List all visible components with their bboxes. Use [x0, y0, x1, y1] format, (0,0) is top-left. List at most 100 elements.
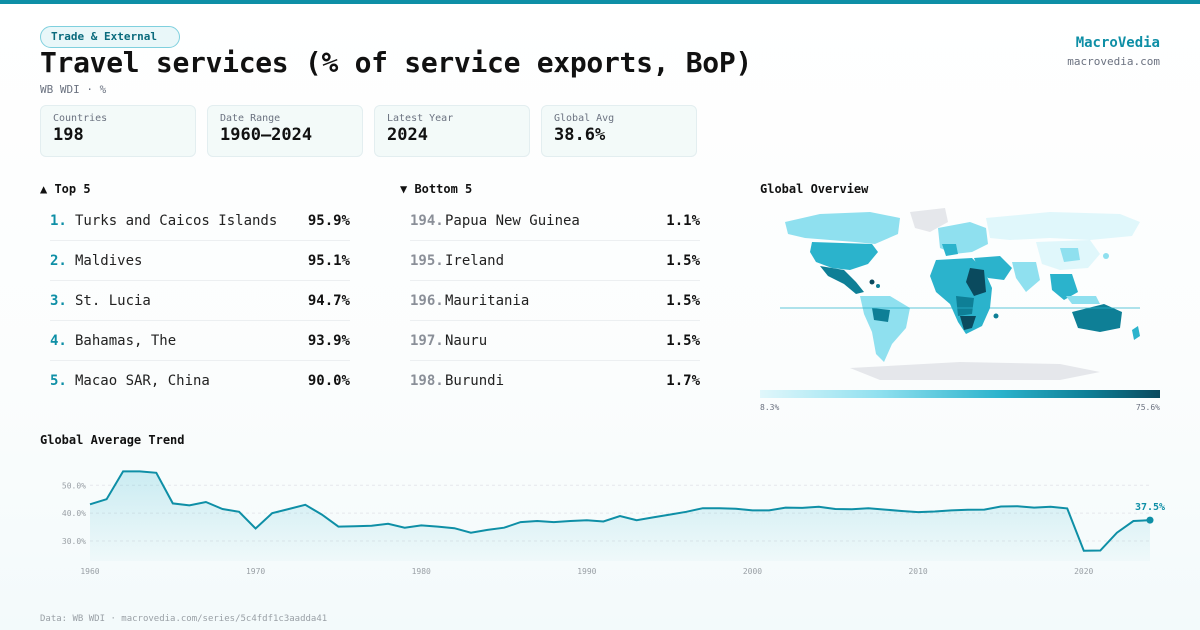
trend-data-point[interactable]	[319, 512, 324, 517]
trend-data-point[interactable]	[535, 518, 540, 523]
trend-data-point[interactable]	[899, 508, 904, 513]
map-region-south-asia[interactable]	[1012, 262, 1040, 292]
trend-data-point[interactable]	[286, 507, 291, 512]
trend-data-point[interactable]	[750, 508, 755, 513]
trend-data-point[interactable]	[965, 507, 970, 512]
trend-data-point[interactable]	[866, 506, 871, 511]
trend-data-point[interactable]	[1131, 518, 1136, 523]
map-region-central-africa[interactable]	[956, 296, 974, 316]
list-item[interactable]: 4. Bahamas, The 93.9%	[50, 321, 350, 361]
trend-data-point[interactable]	[618, 513, 623, 518]
map-region-caribbean[interactable]	[869, 279, 875, 285]
trend-data-point[interactable]	[170, 501, 175, 506]
map-region-central-america[interactable]	[820, 266, 864, 294]
global-average-trend-chart[interactable]: 30.0% 40.0% 50.0% 1960 1970 1980 1990 2000 2010…	[40, 455, 1170, 580]
trend-data-point[interactable]	[369, 523, 374, 528]
map-region-russia[interactable]	[986, 212, 1140, 240]
map-region-southeast-asia[interactable]	[1050, 274, 1078, 300]
map-region-africa[interactable]	[930, 258, 992, 334]
map-region-usa[interactable]	[810, 242, 878, 270]
map-region-china[interactable]	[1060, 248, 1080, 262]
trend-data-point[interactable]	[1015, 504, 1020, 509]
trend-data-point[interactable]	[203, 500, 208, 505]
trend-data-point[interactable]	[88, 502, 93, 507]
trend-data-point[interactable]	[949, 508, 954, 513]
trend-data-point[interactable]	[816, 504, 821, 509]
map-region-east-africa[interactable]	[966, 268, 986, 296]
brand-url[interactable]: macrovedia.com	[1067, 55, 1160, 68]
trend-data-point[interactable]	[1114, 530, 1119, 535]
trend-data-point[interactable]	[584, 518, 589, 523]
trend-data-point[interactable]	[982, 507, 987, 512]
trend-data-point[interactable]	[468, 530, 473, 535]
list-item[interactable]: 197. Nauru 1.5%	[410, 321, 700, 361]
trend-data-point[interactable]	[485, 527, 490, 532]
trend-data-point[interactable]	[700, 506, 705, 511]
map-region-new-zealand[interactable]	[1132, 326, 1140, 340]
map-region-japan[interactable]	[1103, 253, 1109, 259]
map-region-caribbean[interactable]	[876, 284, 880, 288]
trend-data-point[interactable]	[733, 506, 738, 511]
trend-data-point[interactable]	[717, 506, 722, 511]
trend-data-point[interactable]	[1048, 504, 1053, 509]
list-item[interactable]: 198. Burundi 1.7%	[410, 361, 700, 401]
trend-data-point[interactable]	[402, 525, 407, 530]
trend-data-point[interactable]	[353, 524, 358, 529]
trend-data-point[interactable]	[932, 509, 937, 514]
map-region-brazil-north[interactable]	[872, 308, 890, 322]
map-region-middle-east[interactable]	[974, 256, 1012, 280]
map-region-southern-europe[interactable]	[942, 244, 958, 256]
trend-data-point[interactable]	[916, 510, 921, 515]
trend-data-point[interactable]	[684, 509, 689, 514]
category-badge[interactable]: Trade & External	[40, 26, 180, 48]
trend-data-point[interactable]	[568, 518, 573, 523]
trend-data-point[interactable]	[386, 521, 391, 526]
trend-data-point[interactable]	[270, 511, 275, 516]
map-region-antarctica[interactable]	[850, 362, 1100, 380]
trend-data-point[interactable]	[220, 507, 225, 512]
map-region-greenland[interactable]	[910, 208, 948, 232]
trend-data-point[interactable]	[651, 515, 656, 520]
trend-data-point[interactable]	[121, 469, 126, 474]
trend-data-point[interactable]	[634, 518, 639, 523]
trend-data-point[interactable]	[303, 502, 308, 507]
trend-data-point[interactable]	[783, 505, 788, 510]
map-region-southern-africa[interactable]	[960, 316, 976, 330]
trend-data-point[interactable]	[767, 508, 772, 513]
trend-data-point[interactable]	[452, 526, 457, 531]
world-choropleth-map[interactable]	[760, 204, 1160, 380]
trend-data-point[interactable]	[435, 524, 440, 529]
map-region-indonesia[interactable]	[1066, 296, 1100, 304]
trend-data-point[interactable]	[849, 507, 854, 512]
brand-name[interactable]: MacroVedia	[1075, 35, 1160, 51]
list-item[interactable]: 3. St. Lucia 94.7%	[50, 281, 350, 321]
trend-data-point[interactable]	[154, 470, 159, 475]
trend-data-point[interactable]	[883, 507, 888, 512]
list-item[interactable]: 1. Turks and Caicos Islands 95.9%	[50, 201, 350, 241]
trend-data-point[interactable]	[1098, 548, 1103, 553]
map-region-australia[interactable]	[1072, 304, 1122, 332]
map-region-south-america[interactable]	[860, 296, 910, 362]
list-item[interactable]: 5. Macao SAR, China 90.0%	[50, 361, 350, 401]
list-item[interactable]: 195. Ireland 1.5%	[410, 241, 700, 281]
trend-data-point[interactable]	[419, 523, 424, 528]
trend-last-point[interactable]	[1146, 516, 1154, 524]
trend-data-point[interactable]	[336, 524, 341, 529]
list-item[interactable]: 2. Maldives 95.1%	[50, 241, 350, 281]
trend-data-point[interactable]	[187, 503, 192, 508]
trend-data-point[interactable]	[104, 497, 109, 502]
trend-data-point[interactable]	[1065, 506, 1070, 511]
trend-data-point[interactable]	[237, 509, 242, 514]
trend-data-point[interactable]	[518, 520, 523, 525]
trend-data-point[interactable]	[502, 525, 507, 530]
list-item[interactable]: 194. Papua New Guinea 1.1%	[410, 201, 700, 241]
trend-data-point[interactable]	[998, 504, 1003, 509]
trend-data-point[interactable]	[1081, 548, 1086, 553]
trend-data-point[interactable]	[551, 520, 556, 525]
trend-data-point[interactable]	[800, 505, 805, 510]
trend-data-point[interactable]	[1032, 505, 1037, 510]
trend-data-point[interactable]	[137, 469, 142, 474]
map-region-canada[interactable]	[785, 212, 900, 244]
trend-data-point[interactable]	[833, 507, 838, 512]
trend-data-point[interactable]	[253, 526, 258, 531]
